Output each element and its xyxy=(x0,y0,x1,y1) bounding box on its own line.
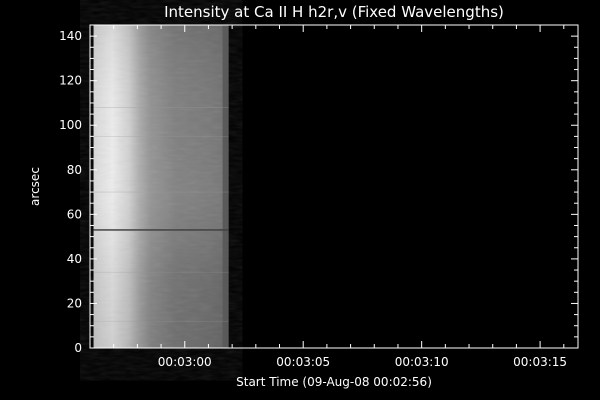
y-tick-label: 20 xyxy=(67,296,82,310)
y-tick-label: 60 xyxy=(67,207,82,221)
y-tick-label: 100 xyxy=(59,118,82,132)
y-tick-label: 0 xyxy=(74,341,82,355)
y-axis-label: arcsec xyxy=(28,167,42,206)
plot-area xyxy=(93,25,229,348)
y-tick-label: 120 xyxy=(59,74,82,88)
chart-title: Intensity at Ca II H h2r,v (Fixed Wavele… xyxy=(164,3,504,21)
labels: 0 20 40 60 80 100 120 140 00:03:00 00:03:05 00:03:… xyxy=(28,3,567,389)
x-tick-label: 00:03:05 xyxy=(276,355,330,369)
intensity-edge-column xyxy=(222,25,229,348)
y-tick-label: 40 xyxy=(67,252,82,266)
y-tick-label: 80 xyxy=(67,163,82,177)
intensity-texture xyxy=(93,25,229,348)
x-tick-label: 00:03:10 xyxy=(395,355,449,369)
x-axis-label: Start Time (09-Aug-08 00:02:56) xyxy=(236,375,432,389)
x-tick-label: 00:03:00 xyxy=(158,355,212,369)
plot-frame xyxy=(89,24,579,349)
axes xyxy=(89,24,579,349)
x-tick-label: 00:03:15 xyxy=(513,355,567,369)
y-tick-label: 140 xyxy=(59,29,82,43)
